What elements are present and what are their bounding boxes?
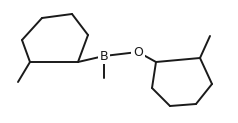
- Text: B: B: [100, 49, 108, 62]
- Text: O: O: [133, 46, 143, 59]
